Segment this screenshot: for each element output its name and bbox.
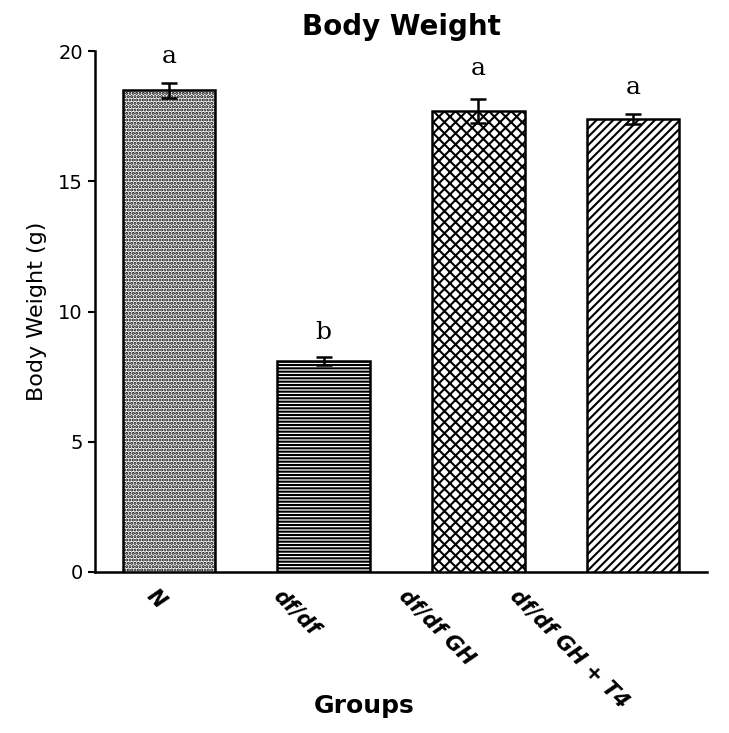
Text: df/df: df/df (270, 586, 324, 639)
Text: b: b (316, 321, 332, 344)
Bar (432, 111, 525, 572)
Text: N: N (142, 586, 169, 612)
Text: df/df GH + T4: df/df GH + T4 (507, 586, 633, 712)
Y-axis label: Body Weight (g): Body Weight (g) (27, 222, 47, 401)
Title: Body Weight: Body Weight (302, 12, 500, 40)
Bar (587, 119, 679, 572)
Text: df/df GH: df/df GH (395, 586, 478, 669)
Text: a: a (625, 76, 640, 100)
Text: Groups: Groups (314, 694, 415, 718)
Bar (277, 361, 370, 572)
Text: a: a (162, 45, 176, 68)
Bar (122, 90, 215, 572)
Text: a: a (471, 57, 486, 80)
